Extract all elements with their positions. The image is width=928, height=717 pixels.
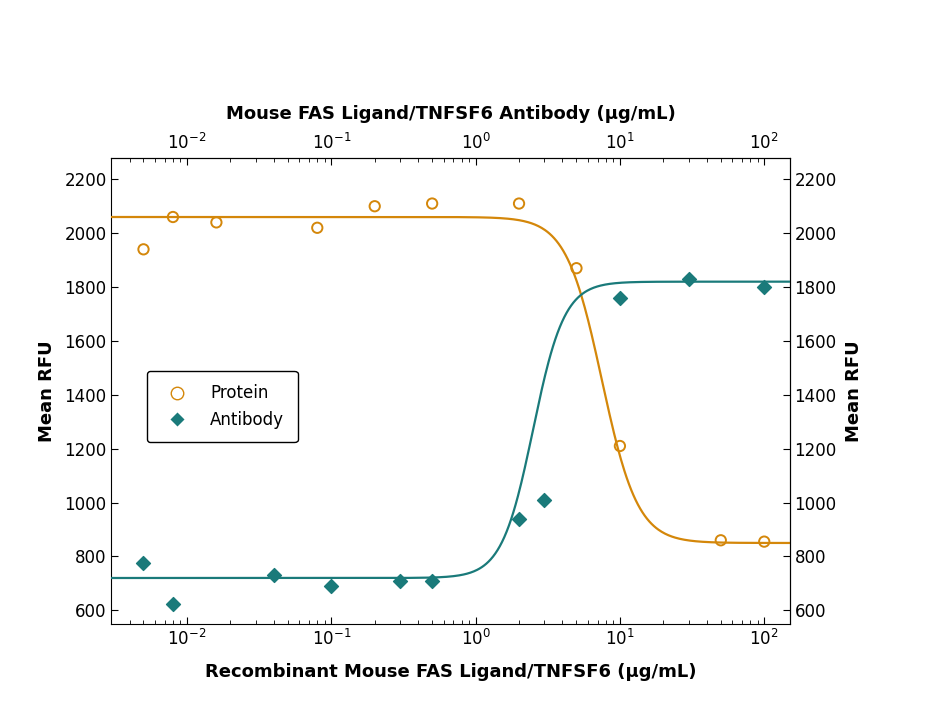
X-axis label: Mouse FAS Ligand/TNFSF6 Antibody (μg/mL): Mouse FAS Ligand/TNFSF6 Antibody (μg/mL) — [226, 105, 675, 123]
Point — [569, 262, 584, 274]
Point — [165, 212, 180, 223]
Point — [680, 273, 695, 285]
Legend: Protein, Antibody: Protein, Antibody — [147, 371, 297, 442]
Point — [209, 217, 224, 228]
Point — [165, 598, 180, 609]
Point — [135, 557, 150, 569]
Point — [612, 292, 626, 303]
Point — [266, 569, 281, 581]
Y-axis label: Mean RFU: Mean RFU — [38, 340, 56, 442]
Point — [367, 201, 381, 212]
Point — [756, 281, 771, 293]
Point — [424, 198, 439, 209]
Y-axis label: Mean RFU: Mean RFU — [844, 340, 862, 442]
Point — [756, 536, 771, 547]
Point — [135, 244, 150, 255]
Point — [612, 440, 626, 452]
Point — [393, 575, 407, 587]
Point — [310, 222, 325, 234]
Point — [424, 575, 439, 587]
Point — [511, 513, 526, 524]
Point — [324, 580, 339, 592]
X-axis label: Recombinant Mouse FAS Ligand/TNFSF6 (μg/mL): Recombinant Mouse FAS Ligand/TNFSF6 (μg/… — [204, 663, 696, 680]
Point — [713, 535, 728, 546]
Point — [536, 494, 551, 505]
Point — [511, 198, 526, 209]
